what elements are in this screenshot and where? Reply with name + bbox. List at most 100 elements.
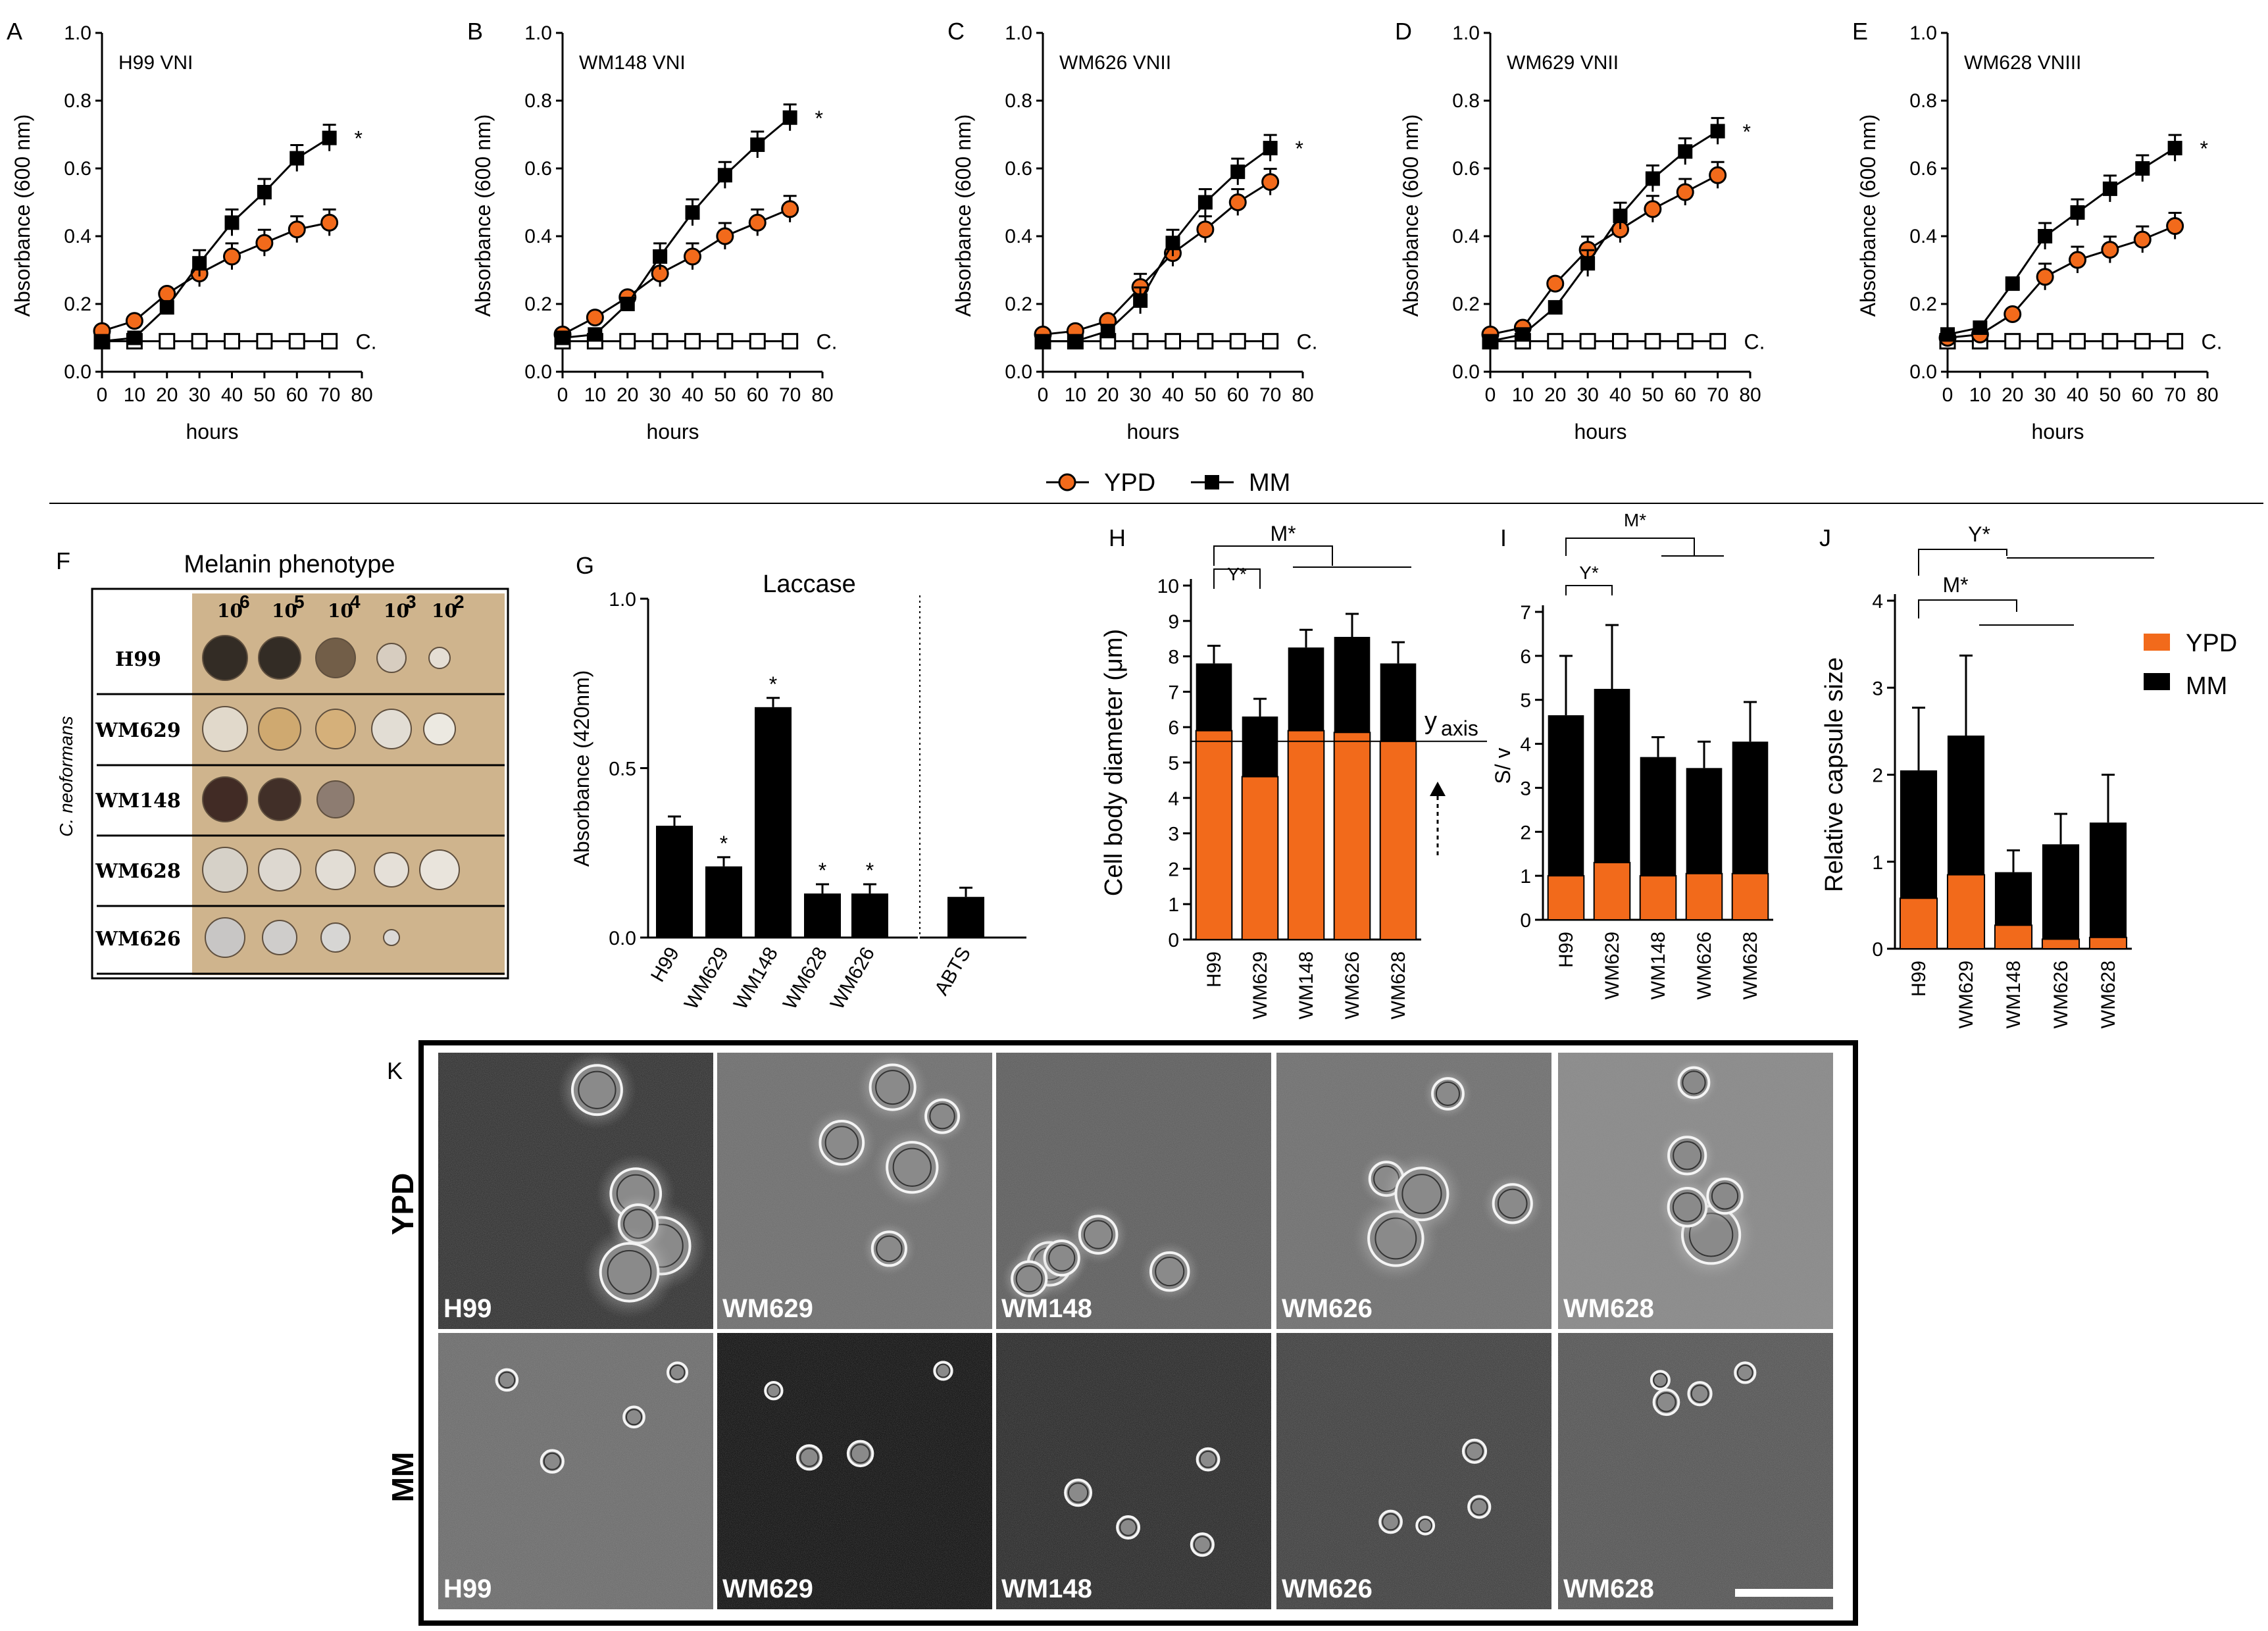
mm-point — [685, 205, 700, 220]
x-axis-label: hours — [186, 420, 238, 443]
y-tick-label: 0.2 — [1452, 293, 1480, 315]
control-point — [684, 333, 701, 350]
growth-title: WM148 VNI — [579, 52, 686, 74]
y-axis-note-sub: axis — [1441, 716, 1478, 740]
ypd-point — [2166, 217, 2184, 236]
dilution-label: 10 — [217, 600, 243, 622]
scale-bar — [1735, 1589, 1834, 1597]
mm-point — [2038, 229, 2053, 243]
y-axis-label: S/ v — [1491, 747, 1515, 784]
mm-point — [192, 256, 207, 271]
y-tick-label: 1.0 — [1452, 22, 1480, 44]
melanin-spot — [371, 709, 412, 749]
ypd-point — [781, 200, 799, 218]
control-label: C. — [2202, 330, 2223, 354]
yeast-cell — [1078, 1215, 1119, 1255]
mm-point — [782, 110, 797, 125]
melanin-strain-label: WM628 — [95, 860, 181, 883]
sv-panel: I 0 1 2 3 4 5 6 7 S/ v H99 WM629 WM148 WM626 WM628 Y* M* — [1491, 510, 1773, 999]
category-label: ABTS — [930, 943, 975, 999]
y-tick-label: 0.4 — [64, 226, 91, 247]
mm-point — [1940, 327, 1955, 342]
micrograph-strain-label: WM148 — [1001, 1294, 1092, 1323]
ypd-point — [586, 309, 604, 327]
category-label: WM148 — [1296, 951, 1317, 1019]
category-label: WM629 — [680, 943, 733, 1013]
ypd-point — [125, 312, 143, 330]
x-tick-label: 30 — [188, 384, 210, 406]
mm-point — [1263, 141, 1278, 156]
mm-line — [101, 137, 330, 343]
y-tick-label: 0.2 — [64, 293, 91, 315]
x-tick-label: 20 — [1544, 384, 1566, 406]
control-point — [1132, 333, 1149, 350]
y-tick-label: 0.6 — [64, 158, 91, 180]
yeast-cell-wall — [1083, 1220, 1113, 1249]
y-tick-label: 1 — [1520, 866, 1531, 888]
x-tick-label: 10 — [584, 384, 606, 406]
control-point — [1547, 333, 1564, 350]
mm-point — [1036, 334, 1050, 349]
y-tick-label: 6 — [1520, 646, 1531, 668]
y-tick-label: 0.8 — [524, 90, 552, 112]
yeast-cell-wall — [1690, 1384, 1709, 1403]
ypd-point — [1709, 166, 1727, 184]
mm-point — [750, 137, 765, 152]
dilution-label: 10 — [432, 600, 457, 622]
ypd-point — [1261, 173, 1280, 191]
panel-letter-e: E — [1852, 18, 1868, 45]
ypd-point — [748, 213, 767, 232]
yeast-cell — [870, 1230, 907, 1267]
category-label: WM628 — [2098, 961, 2119, 1028]
x-tick-label: 10 — [124, 384, 145, 406]
control-point — [288, 333, 305, 350]
yeast-cell — [1492, 1183, 1533, 1224]
yeast-cell-wall — [767, 1384, 781, 1398]
micrograph-mm-wm626: WM626 — [1276, 1333, 1551, 1609]
x-tick-label: 60 — [1227, 384, 1249, 406]
micrograph-strain-label: WM148 — [1001, 1574, 1092, 1603]
control-point — [651, 333, 668, 350]
control-point — [1165, 333, 1181, 350]
ypd-point — [684, 247, 701, 266]
y-tick-label: 2 — [1168, 859, 1179, 880]
micrograph-panel: K YPD MM H99 WM629 WM148 WM626 WM628 H99 WM629… — [386, 1040, 1858, 1626]
mm-point — [1230, 164, 1246, 180]
control-point — [749, 333, 766, 350]
x-tick-label: 10 — [1512, 384, 1534, 406]
category-label: WM628 — [1740, 932, 1761, 999]
mm-point — [2070, 205, 2085, 220]
sig-bracket-m — [1213, 545, 1333, 566]
x-axis-label: hours — [1574, 420, 1626, 443]
mm-point — [1515, 327, 1530, 342]
micrograph-ypd-wm626: WM626 — [1276, 1053, 1551, 1329]
control-point — [2102, 333, 2119, 350]
sig-label-m: M* — [1624, 510, 1646, 530]
mm-bar — [2042, 844, 2080, 949]
x-tick-label: 0 — [557, 384, 568, 406]
laccase-bar — [947, 897, 984, 938]
ypd-bar — [1379, 740, 1417, 940]
ypd-bar — [1946, 874, 1986, 950]
legend-mm-marker — [1205, 475, 1219, 489]
y-axis-label: Cell body diameter (μm) — [1100, 629, 1128, 896]
yeast-cell-wall — [1048, 1244, 1076, 1272]
mm-point — [1710, 124, 1725, 139]
control-point — [191, 333, 208, 350]
mm-point — [1973, 320, 1988, 336]
yeast-cell-wall — [1656, 1392, 1676, 1413]
capsule-legend: YPD MM — [2144, 630, 2237, 700]
y-tick-label: 3 — [1168, 824, 1179, 845]
yeast-cell — [886, 1141, 939, 1194]
sig-bracket-y — [1918, 549, 2007, 576]
mm-point — [1548, 300, 1563, 315]
dilution-label: 10 — [328, 600, 353, 622]
yeast-cell-wall — [1653, 1372, 1668, 1388]
yeast-cell-wall — [850, 1443, 870, 1464]
mm-point — [1100, 324, 1115, 339]
micrograph-mm-wm628: WM628 — [1558, 1333, 1833, 1609]
mm-point — [159, 300, 174, 315]
y-tick-label: 0.8 — [64, 90, 91, 112]
yeast-cell — [924, 1098, 961, 1134]
